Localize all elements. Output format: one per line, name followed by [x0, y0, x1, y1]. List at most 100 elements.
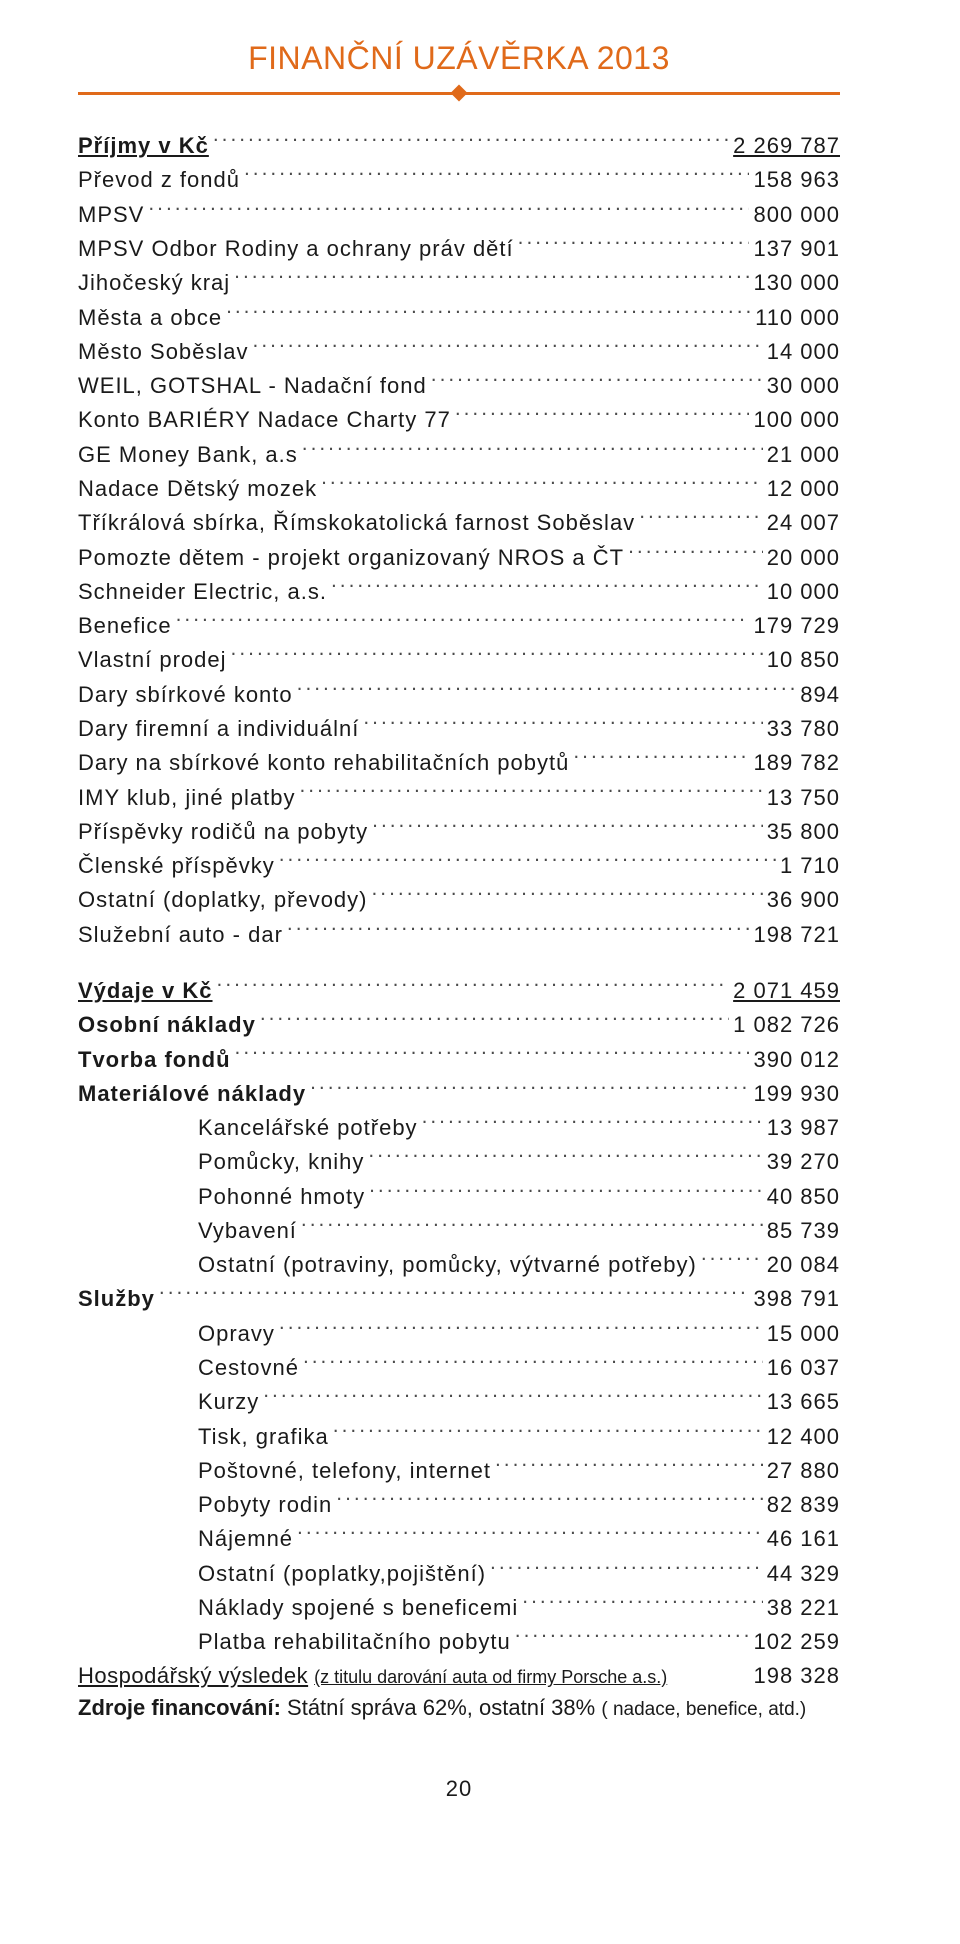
- income-label: MPSV Odbor Rodiny a ochrany práv dětí: [78, 232, 514, 266]
- expense-row: Tvorba fondů390 012: [78, 1042, 840, 1076]
- income-label: GE Money Bank, a.s: [78, 438, 298, 472]
- leader-dots: [159, 1282, 750, 1306]
- expense-label: Nájemné: [198, 1522, 293, 1556]
- income-label: Pomozte dětem - projekt organizovaný NRO…: [78, 541, 624, 575]
- income-value: 30 000: [767, 369, 840, 403]
- income-row: Města a obce110 000: [78, 300, 840, 334]
- leader-dots: [336, 1488, 762, 1512]
- leader-dots: [422, 1111, 763, 1135]
- expense-section: Výdaje v Kč2 071 459Osobní náklady1 082 …: [78, 974, 840, 1660]
- expense-row: Pobyty rodin82 839: [78, 1488, 840, 1522]
- income-row: Služební auto - dar198 721: [78, 917, 840, 951]
- leader-dots: [301, 1214, 763, 1238]
- income-label: Dary na sbírkové konto rehabilitačních p…: [78, 746, 569, 780]
- income-row: Dary firemní a individuální 33 780: [78, 712, 840, 746]
- leader-dots: [495, 1454, 763, 1478]
- leader-dots: [287, 917, 750, 941]
- expense-label: Ostatní (potraviny, pomůcky, výtvarné po…: [198, 1248, 697, 1282]
- expense-value: 12 400: [767, 1420, 840, 1454]
- expense-label: Pohonné hmoty: [198, 1180, 365, 1214]
- sources-lead: Zdroje financování:: [78, 1695, 281, 1720]
- expense-row: Kancelářské potřeby13 987: [78, 1111, 840, 1145]
- income-value: 110 000: [755, 301, 840, 335]
- income-value: 33 780: [767, 712, 840, 746]
- page-title: FINANČNÍ UZÁVĚRKA 2013: [78, 40, 840, 77]
- expense-label: Materiálové náklady: [78, 1077, 306, 1111]
- leader-dots: [299, 780, 762, 804]
- leader-dots: [244, 163, 749, 187]
- expense-value: 390 012: [753, 1043, 840, 1077]
- income-label: Převod z fondů: [78, 163, 240, 197]
- leader-dots: [372, 815, 763, 839]
- income-value: 800 000: [753, 198, 840, 232]
- expense-row: Kurzy13 665: [78, 1385, 840, 1419]
- leader-dots: [302, 438, 763, 462]
- income-label: Schneider Electric, a.s.: [78, 575, 327, 609]
- income-row: Konto BARIÉRY Nadace Charty 77100 000: [78, 403, 840, 437]
- income-label: Dary firemní a individuální: [78, 712, 359, 746]
- income-label: Konto BARIÉRY Nadace Charty 77: [78, 403, 451, 437]
- expense-label: Cestovné: [198, 1351, 299, 1385]
- income-label: Město Soběslav: [78, 335, 249, 369]
- income-row: MPSV 800 000: [78, 198, 840, 232]
- expense-value: 15 000: [767, 1317, 840, 1351]
- income-value: 10 850: [767, 643, 840, 677]
- expense-label: Vybavení: [198, 1214, 297, 1248]
- expense-row: Tisk, grafika 12 400: [78, 1419, 840, 1453]
- sources-line: Zdroje financování: Státní správa 62%, o…: [78, 1695, 840, 1721]
- sources-rest: Státní správa 62%, ostatní 38%: [281, 1695, 601, 1720]
- leader-dots: [490, 1557, 763, 1581]
- leader-dots: [363, 712, 762, 736]
- expense-row: Opravy15 000: [78, 1317, 840, 1351]
- expense-label: Pomůcky, knihy: [198, 1145, 364, 1179]
- leader-dots: [522, 1591, 762, 1615]
- leader-dots: [573, 746, 749, 770]
- expense-row: Náklady spojené s beneficemi38 221: [78, 1591, 840, 1625]
- expense-label: Služby: [78, 1282, 155, 1316]
- income-row: Benefice179 729: [78, 609, 840, 643]
- income-label: MPSV: [78, 198, 144, 232]
- income-value: 12 000: [767, 472, 840, 506]
- expense-value: 13 987: [767, 1111, 840, 1145]
- income-label: WEIL, GOTSHAL - Nadační fond: [78, 369, 427, 403]
- leader-dots: [260, 1008, 729, 1032]
- expense-row: Materiálové náklady 199 930: [78, 1077, 840, 1111]
- income-value: 10 000: [767, 575, 840, 609]
- leader-dots: [310, 1077, 749, 1101]
- expense-label: Tisk, grafika: [198, 1420, 329, 1454]
- income-row: Schneider Electric, a.s. 10 000: [78, 575, 840, 609]
- expense-list: Výdaje v Kč2 071 459Osobní náklady1 082 …: [78, 974, 840, 1660]
- income-value: 20 000: [767, 541, 840, 575]
- leader-dots: [176, 609, 750, 633]
- income-label: Služební auto - dar: [78, 918, 283, 952]
- income-label: Ostatní (doplatky, převody): [78, 883, 368, 917]
- expense-value: 199 930: [753, 1077, 840, 1111]
- income-row: Příspěvky rodičů na pobyty35 800: [78, 815, 840, 849]
- income-row: Dary sbírkové konto894: [78, 678, 840, 712]
- result-value: 198 328: [753, 1663, 840, 1689]
- leader-dots: [515, 1625, 750, 1649]
- expense-row: Ostatní (potraviny, pomůcky, výtvarné po…: [78, 1248, 840, 1282]
- income-list: Převod z fondů158 963MPSV800 000MPSV Odb…: [78, 163, 840, 951]
- income-row: Ostatní (doplatky, převody)36 900: [78, 883, 840, 917]
- expense-value: 2 071 459: [733, 974, 840, 1008]
- page-number: 20: [78, 1776, 840, 1802]
- income-label: Benefice: [78, 609, 172, 643]
- income-value: 137 901: [753, 232, 840, 266]
- sources-small: ( nadace, benefice, atd.): [601, 1699, 806, 1720]
- leader-dots: [372, 883, 763, 907]
- income-label: Nadace Dětský mozek: [78, 472, 317, 506]
- income-row: GE Money Bank, a.s21 000: [78, 438, 840, 472]
- leader-dots: [297, 678, 797, 702]
- expense-label: Osobní náklady: [78, 1008, 256, 1042]
- leader-dots: [231, 643, 763, 667]
- expense-row: Pomůcky, knihy39 270: [78, 1145, 840, 1179]
- expense-value: 40 850: [767, 1180, 840, 1214]
- income-row: Jihočeský kraj130 000: [78, 266, 840, 300]
- expense-label: Kurzy: [198, 1385, 259, 1419]
- income-row: Vlastní prodej10 850: [78, 643, 840, 677]
- expense-label: Výdaje v Kč: [78, 974, 213, 1008]
- expense-row: Poštovné, telefony, internet27 880: [78, 1454, 840, 1488]
- income-value: 35 800: [767, 815, 840, 849]
- result-row: Hospodářský výsledek (z titulu darování …: [78, 1663, 840, 1689]
